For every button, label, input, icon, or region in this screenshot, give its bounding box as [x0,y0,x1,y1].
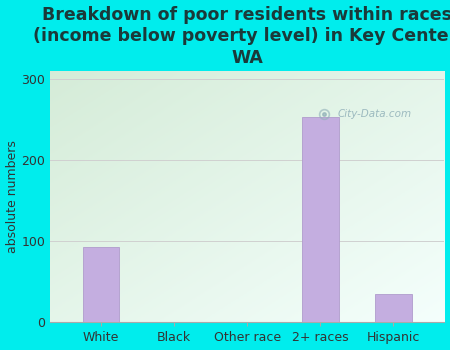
Title: Breakdown of poor residents within races
(income below poverty level) in Key Cen: Breakdown of poor residents within races… [33,6,450,66]
Text: City-Data.com: City-Data.com [338,108,412,119]
Bar [302,117,338,322]
Y-axis label: absolute numbers: absolute numbers [5,140,18,253]
Bar [375,294,412,322]
Bar [83,247,119,322]
